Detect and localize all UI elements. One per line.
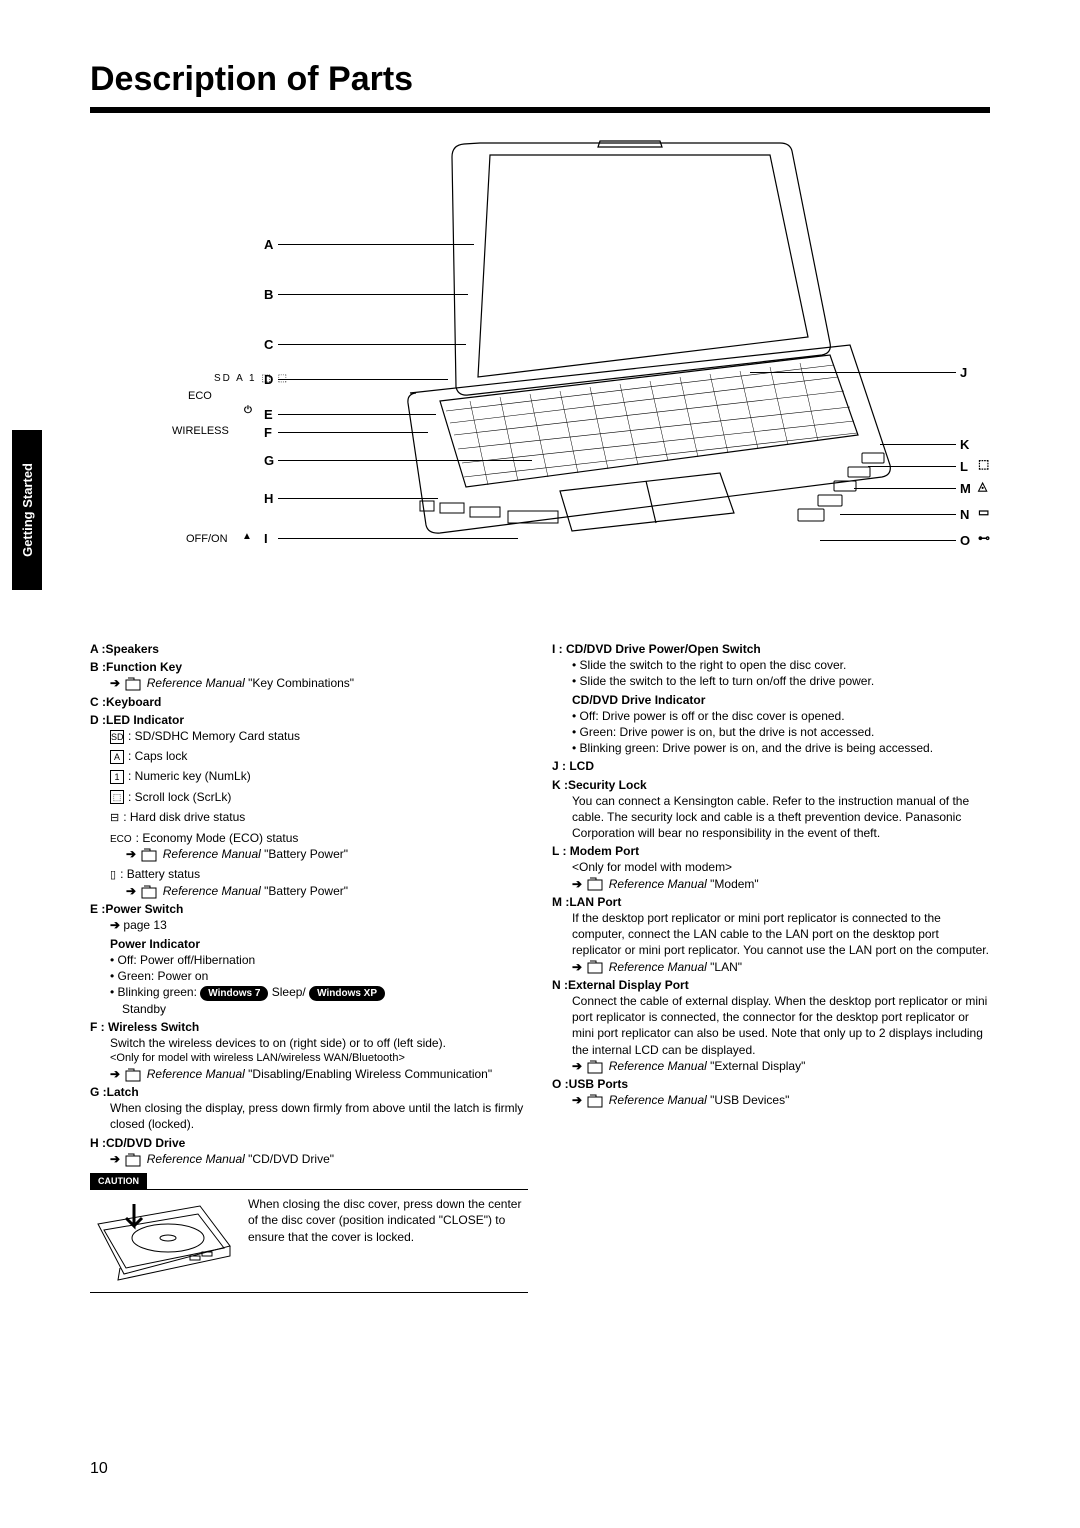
disc-cover-illustration [90, 1196, 240, 1286]
title-underline [90, 107, 990, 113]
diagram: SD A 1 ⬚ ⬚ A B C D ECO E ⏻ WIRELESS F G … [90, 129, 990, 639]
side-tab: Getting Started [12, 430, 42, 590]
page-number: 10 [90, 1460, 108, 1478]
laptop-illustration [350, 135, 900, 545]
descriptions: A :Speakers B :Function Key ➔ Reference … [90, 639, 990, 1293]
page-title: Description of Parts [90, 60, 990, 99]
left-column: A :Speakers B :Function Key ➔ Reference … [90, 639, 528, 1293]
right-column: I : CD/DVD Drive Power/Open Switch • Sli… [552, 639, 990, 1293]
